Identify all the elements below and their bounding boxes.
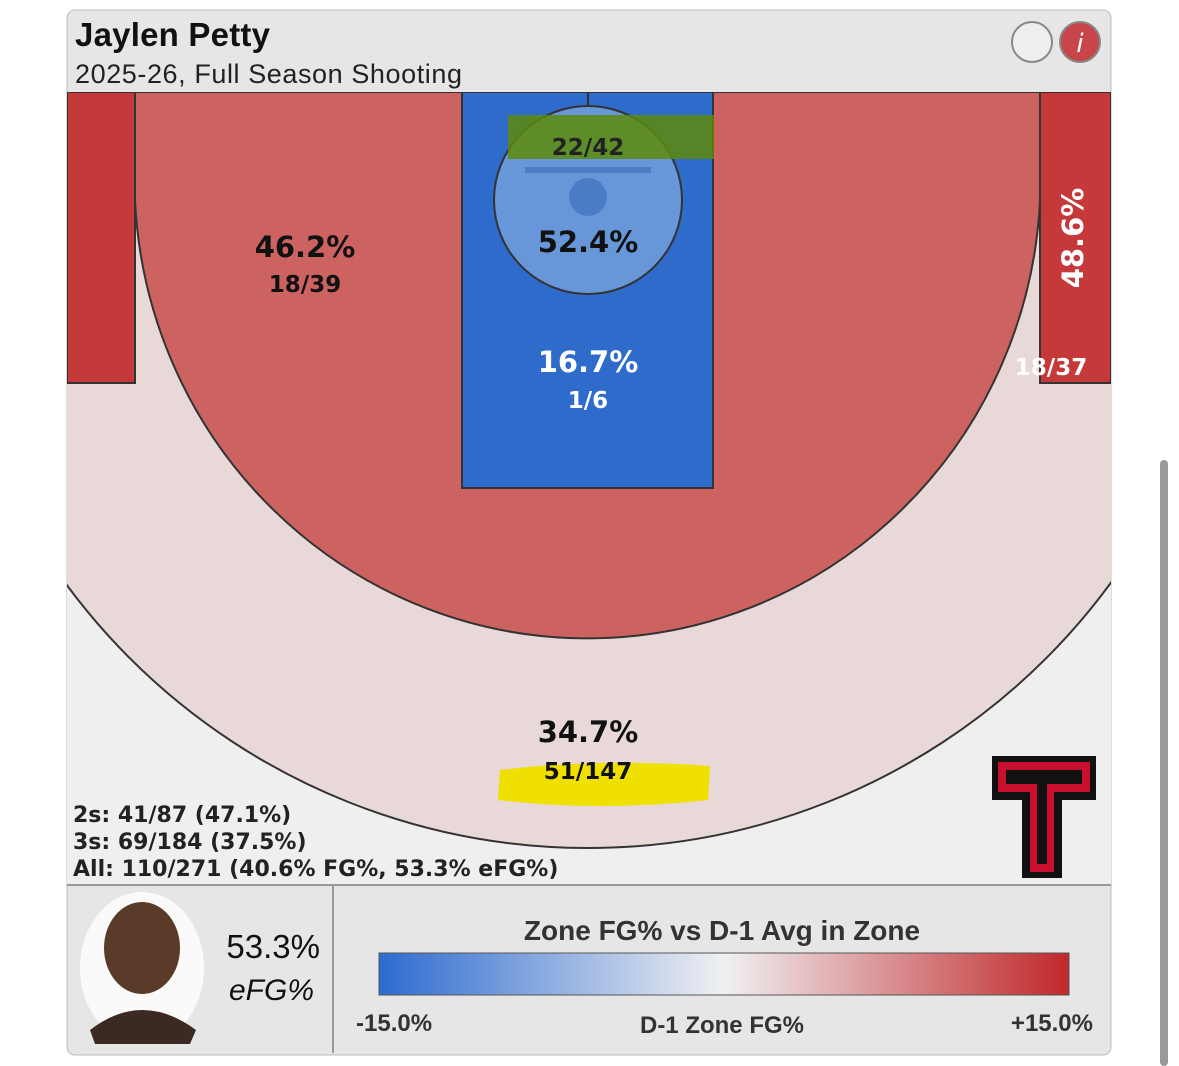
zone-made-att: 1/6 — [568, 388, 608, 414]
subtitle: 2025-26, Full Season Shooting — [75, 59, 462, 89]
zone-made-att: 51/147 — [544, 759, 632, 785]
legend-gradient — [378, 952, 1070, 996]
rim — [569, 178, 607, 216]
legend-min: -15.0% — [356, 1010, 432, 1037]
player-face — [104, 902, 180, 994]
zone-pct: 46.2% — [255, 230, 356, 264]
zone-pct: 16.7% — [538, 345, 639, 379]
efg-value: 53.3% — [226, 928, 320, 965]
efg-label: eFG% — [229, 974, 314, 1007]
legend-title: Zone FG% vs D-1 Avg in Zone — [524, 915, 920, 946]
backboard — [525, 167, 651, 173]
zone-made-att: 22/42 — [552, 135, 624, 161]
info-button[interactable] — [1059, 21, 1101, 63]
legend-max: +15.0% — [1011, 1010, 1093, 1037]
zone-pct: 52.4% — [538, 225, 639, 259]
court — [67, 92, 1111, 885]
summary-line: All: 110/271 (40.6% FG%, 53.3% eFG%) — [73, 857, 558, 882]
legend-center: D-1 Zone FG% — [640, 1012, 804, 1039]
zone-pct: 34.7% — [538, 715, 639, 749]
player-shirt — [90, 1010, 196, 1044]
zone-pct: 48.6% — [1056, 188, 1090, 289]
zone-made-att: 18/39 — [269, 272, 341, 298]
title: Jaylen Petty — [75, 16, 271, 53]
team-logo — [992, 756, 1096, 878]
highlight-green — [508, 115, 714, 159]
summary-line: 2s: 41/87 (47.1%) — [73, 803, 291, 828]
zone-made-att: 18/37 — [1015, 355, 1087, 381]
summary-line: 3s: 69/184 (37.5%) — [73, 830, 307, 855]
toggle-button[interactable] — [1011, 21, 1053, 63]
info-icon: i — [1076, 29, 1084, 59]
scrollbar — [1160, 460, 1168, 1066]
highlight-yellow — [498, 762, 710, 806]
left-corner-zone — [67, 92, 136, 384]
right-corner-zone — [1039, 92, 1111, 384]
